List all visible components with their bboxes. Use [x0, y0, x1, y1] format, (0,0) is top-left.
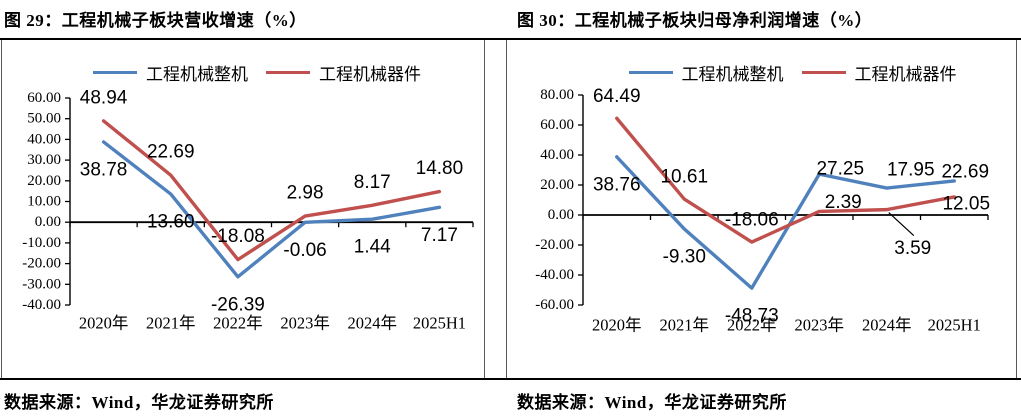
data-label: -9.30	[663, 246, 706, 267]
y-tick-label: 40.00	[27, 131, 61, 147]
y-tick-label: 20.00	[540, 177, 574, 193]
legend-label: 工程机械整机	[146, 65, 248, 84]
x-tick-label: 2022年	[213, 314, 263, 333]
data-label: -18.08	[211, 226, 265, 247]
y-tick-label: 50.00	[27, 111, 61, 127]
data-label: 8.17	[354, 172, 391, 193]
data-label: 17.95	[887, 160, 935, 181]
series-line	[101, 140, 442, 279]
figure-29-legend: 工程机械整机 工程机械器件	[0, 60, 486, 85]
y-tick-label: -20.00	[535, 237, 574, 253]
y-tick-label: 40.00	[540, 147, 574, 163]
x-tick-label: 2020年	[79, 314, 129, 333]
data-label: 22.69	[147, 142, 195, 163]
y-tick-label: -10.00	[22, 235, 61, 251]
y-tick-label: 60.00	[540, 117, 574, 133]
x-tick-label: 2024年	[862, 316, 912, 335]
legend-item-series2: 工程机械器件	[266, 60, 421, 85]
figure-29-source: 数据来源：Wind，华龙证券研究所	[4, 393, 274, 412]
data-label: -48.73	[725, 306, 779, 327]
data-label: 38.78	[80, 159, 128, 180]
data-label: 64.49	[593, 86, 641, 107]
panel-border-right	[1016, 40, 1017, 378]
series-line	[615, 116, 956, 244]
data-label: 3.59	[894, 238, 931, 259]
figure-30-title: 图 30：工程机械子板块归母净利润增速（%）	[517, 11, 873, 30]
legend-label: 工程机械整机	[681, 65, 784, 84]
legend-item-series1: 工程机械整机	[93, 60, 248, 85]
data-label: 1.44	[354, 237, 391, 258]
legend-line-sample-blue	[628, 71, 673, 74]
data-label: 7.17	[421, 225, 458, 246]
figure-29-title: 图 29：工程机械子板块营收增速（%）	[4, 11, 307, 30]
y-tick-label: -60.00	[535, 297, 574, 313]
data-label: 22.69	[941, 161, 989, 182]
legend-line-sample-red	[801, 71, 846, 74]
y-tick-label: 10.00	[27, 194, 61, 210]
data-label: 2.98	[287, 183, 324, 204]
y-tick-label: 20.00	[27, 173, 61, 189]
x-tick-label: 2020年	[592, 316, 642, 335]
data-label: -0.06	[283, 240, 326, 261]
y-tick-label: -20.00	[22, 256, 61, 272]
figure-30-plot: 80.00 60.00 40.00 20.00 0.00 -20.00 -40.00 -60.…	[535, 86, 990, 335]
data-label: 38.76	[593, 174, 641, 195]
legend-item-series2: 工程机械器件	[801, 60, 957, 85]
y-tick-label: 60.00	[27, 90, 61, 106]
y-tick-label: 0.00	[548, 207, 574, 223]
data-label: 14.80	[416, 158, 464, 179]
legend-label: 工程机械器件	[319, 65, 421, 84]
data-label: -18.06	[725, 210, 779, 231]
data-label: 2.39	[825, 192, 862, 213]
x-tick-label: 2021年	[660, 316, 710, 335]
data-label: 10.61	[660, 167, 708, 188]
x-tick-label: 2025H1	[413, 314, 466, 333]
y-tick-label: -30.00	[22, 276, 61, 292]
figure-30-source: 数据来源：Wind，华龙证券研究所	[517, 393, 787, 412]
series-line	[101, 119, 442, 262]
data-label: -26.39	[211, 294, 265, 315]
data-label: 13.60	[147, 212, 195, 233]
x-tick-label: 2023年	[795, 316, 845, 335]
figure-30-legend: 工程机械整机 工程机械器件	[506, 60, 1021, 85]
series-line	[615, 155, 956, 290]
figure-29-plot: 60.00 50.00 40.00 30.00 20.00 10.00 0.00 -10.00…	[22, 87, 474, 333]
data-label: 12.05	[942, 193, 990, 214]
data-label: 48.94	[80, 87, 128, 108]
y-tick-label: -40.00	[22, 297, 61, 313]
legend-line-sample-red	[266, 71, 310, 74]
label-leader-line	[888, 212, 915, 237]
x-tick-label: 2025H1	[928, 316, 981, 335]
legend-line-sample-blue	[93, 71, 137, 74]
x-tick-label: 2024年	[348, 314, 398, 333]
data-label: 27.25	[816, 159, 864, 180]
panel-border-middle-right	[506, 40, 507, 378]
x-tick-label: 2022年	[727, 316, 777, 335]
y-tick-label: 30.00	[27, 152, 61, 168]
legend-item-series1: 工程机械整机	[628, 60, 784, 85]
y-tick-label: 80.00	[540, 87, 574, 103]
panel-border-left	[1, 40, 2, 378]
panel-border-middle-left	[484, 40, 485, 378]
legend-label: 工程机械器件	[854, 65, 957, 84]
x-tick-label: 2023年	[280, 314, 330, 333]
y-tick-label: -40.00	[535, 267, 574, 283]
x-tick-label: 2021年	[146, 314, 196, 333]
charts-band: 工程机械整机 工程机械器件 工程机械整机 工程机械器件 60.00 50.00 40…	[0, 38, 1021, 380]
y-tick-label: 0.00	[35, 214, 61, 230]
